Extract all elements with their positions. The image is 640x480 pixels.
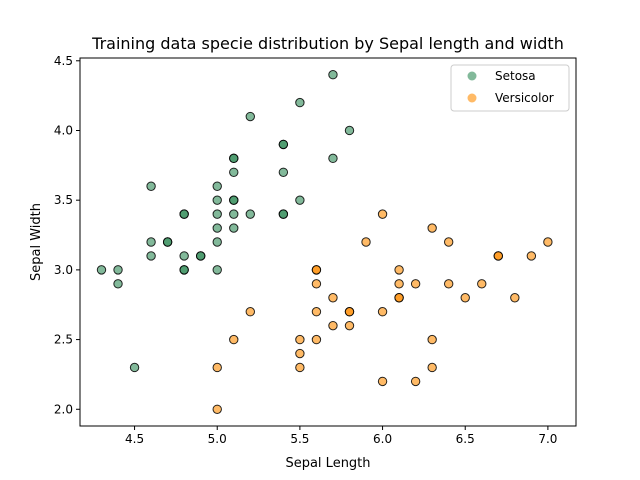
point-setosa [179, 209, 189, 219]
point-versicolor [543, 237, 553, 247]
point-versicolor [443, 237, 454, 247]
point-setosa [113, 279, 123, 289]
point-setosa [212, 195, 222, 205]
point-versicolor [295, 362, 305, 373]
point-setosa [96, 265, 107, 275]
point-versicolor [295, 348, 305, 359]
point-setosa [295, 97, 305, 108]
legend-label-setosa: Setosa [495, 69, 536, 83]
point-versicolor [427, 334, 437, 345]
point-versicolor [443, 279, 454, 289]
y-axis-ticks: 2.0 2.5 3.0 3.5 4.0 4.5 [54, 54, 80, 416]
point-versicolor [377, 209, 388, 219]
y-tick-label: 4.0 [54, 123, 73, 137]
point-setosa [212, 181, 222, 191]
point-setosa [113, 265, 123, 275]
point-versicolor [311, 265, 322, 275]
legend-label-versicolor: Versicolor [495, 91, 554, 105]
point-versicolor [377, 307, 388, 317]
x-axis-label: Sepal Length [285, 456, 370, 471]
x-tick-label: 7.0 [538, 432, 557, 446]
point-setosa [179, 251, 189, 261]
point-versicolor [394, 293, 404, 303]
point-versicolor [394, 265, 404, 275]
point-setosa [245, 111, 255, 122]
point-versicolor [311, 279, 322, 289]
point-versicolor [377, 376, 388, 387]
point-versicolor [460, 293, 470, 303]
point-setosa [229, 153, 239, 164]
x-axis-ticks: 4.5 5.0 5.5 6.0 6.5 7.0 [125, 426, 557, 446]
point-setosa [212, 265, 222, 275]
y-axis-label: Sepal Width [29, 203, 44, 281]
point-setosa [245, 209, 255, 219]
point-versicolor [311, 307, 322, 317]
point-setosa [146, 237, 156, 247]
point-setosa [212, 237, 222, 247]
point-setosa [179, 265, 189, 275]
point-setosa [229, 195, 239, 205]
point-versicolor [295, 334, 305, 345]
x-tick-label: 5.0 [208, 432, 227, 446]
point-setosa [328, 153, 338, 164]
point-setosa [195, 251, 206, 261]
legend-marker-setosa [467, 71, 477, 81]
legend-marker-versicolor [467, 93, 477, 103]
point-versicolor [344, 307, 355, 317]
point-setosa [278, 139, 289, 150]
point-versicolor [229, 334, 239, 345]
chart-title: Training data specie distribution by Sep… [91, 34, 564, 53]
y-tick-label: 3.5 [54, 193, 73, 207]
point-versicolor [477, 279, 487, 289]
point-setosa [344, 125, 355, 136]
point-versicolor [427, 362, 437, 373]
point-setosa [212, 223, 222, 233]
plot-frame [79, 57, 577, 427]
point-setosa [129, 362, 140, 373]
point-versicolor [212, 404, 222, 414]
legend-frame [450, 64, 570, 112]
x-tick-label: 6.5 [456, 432, 475, 446]
point-setosa [295, 195, 305, 205]
point-setosa [212, 209, 222, 219]
point-versicolor [328, 320, 338, 331]
point-setosa [146, 251, 156, 261]
point-setosa [328, 70, 338, 80]
point-versicolor [510, 293, 520, 303]
y-tick-label: 2.0 [54, 402, 73, 416]
point-versicolor [245, 307, 255, 317]
point-versicolor [311, 334, 322, 345]
x-tick-label: 6.0 [373, 432, 392, 446]
legend: Setosa Versicolor [450, 64, 570, 112]
point-versicolor [427, 223, 437, 233]
point-setosa [229, 209, 239, 219]
point-setosa [278, 209, 289, 219]
point-versicolor [410, 376, 421, 387]
point-versicolor [328, 293, 338, 303]
x-tick-label: 4.5 [125, 432, 144, 446]
point-versicolor [344, 320, 355, 331]
x-tick-label: 5.5 [290, 432, 309, 446]
point-setosa [162, 237, 173, 247]
point-versicolor [493, 251, 503, 261]
point-versicolor [361, 237, 371, 247]
y-tick-label: 4.5 [54, 54, 73, 68]
point-setosa [229, 167, 239, 178]
point-setosa [229, 223, 239, 233]
point-setosa [146, 181, 156, 191]
point-versicolor [212, 362, 222, 373]
plot-points [96, 70, 553, 414]
point-versicolor [526, 251, 537, 261]
point-versicolor [410, 279, 421, 289]
y-tick-label: 3.0 [54, 263, 73, 277]
point-setosa [278, 167, 289, 178]
y-tick-label: 2.5 [54, 333, 73, 347]
point-versicolor [394, 279, 404, 289]
